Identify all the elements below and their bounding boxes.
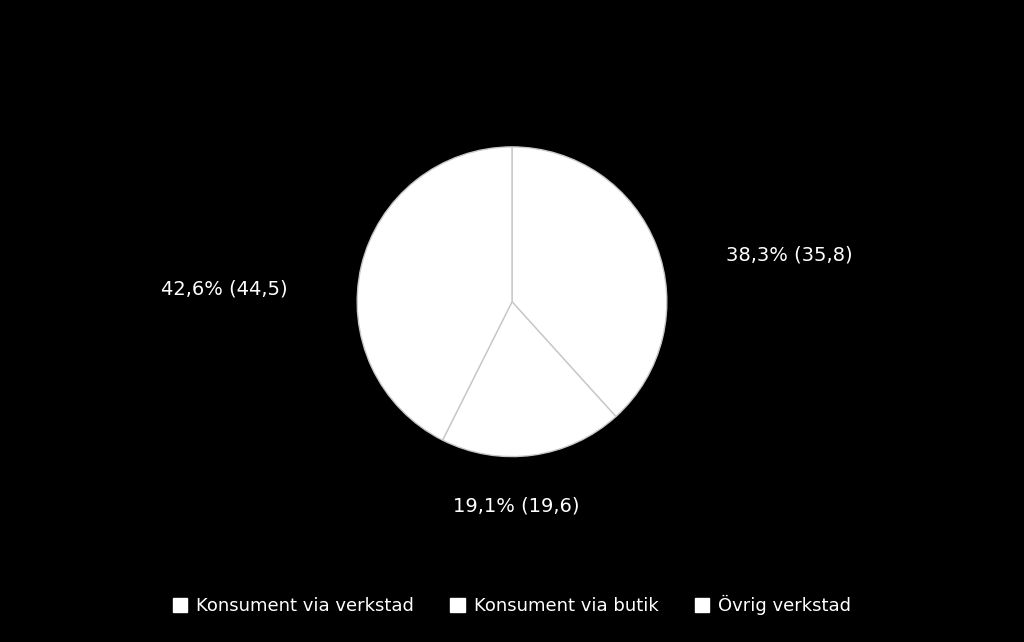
- Text: 38,3% (35,8): 38,3% (35,8): [726, 246, 852, 265]
- Wedge shape: [357, 147, 512, 440]
- Text: 42,6% (44,5): 42,6% (44,5): [161, 280, 288, 299]
- Wedge shape: [512, 147, 667, 417]
- Wedge shape: [442, 302, 615, 456]
- Text: 19,1% (19,6): 19,1% (19,6): [454, 497, 580, 516]
- Legend: Konsument via verkstad, Konsument via butik, Övrig verkstad: Konsument via verkstad, Konsument via bu…: [164, 586, 860, 625]
